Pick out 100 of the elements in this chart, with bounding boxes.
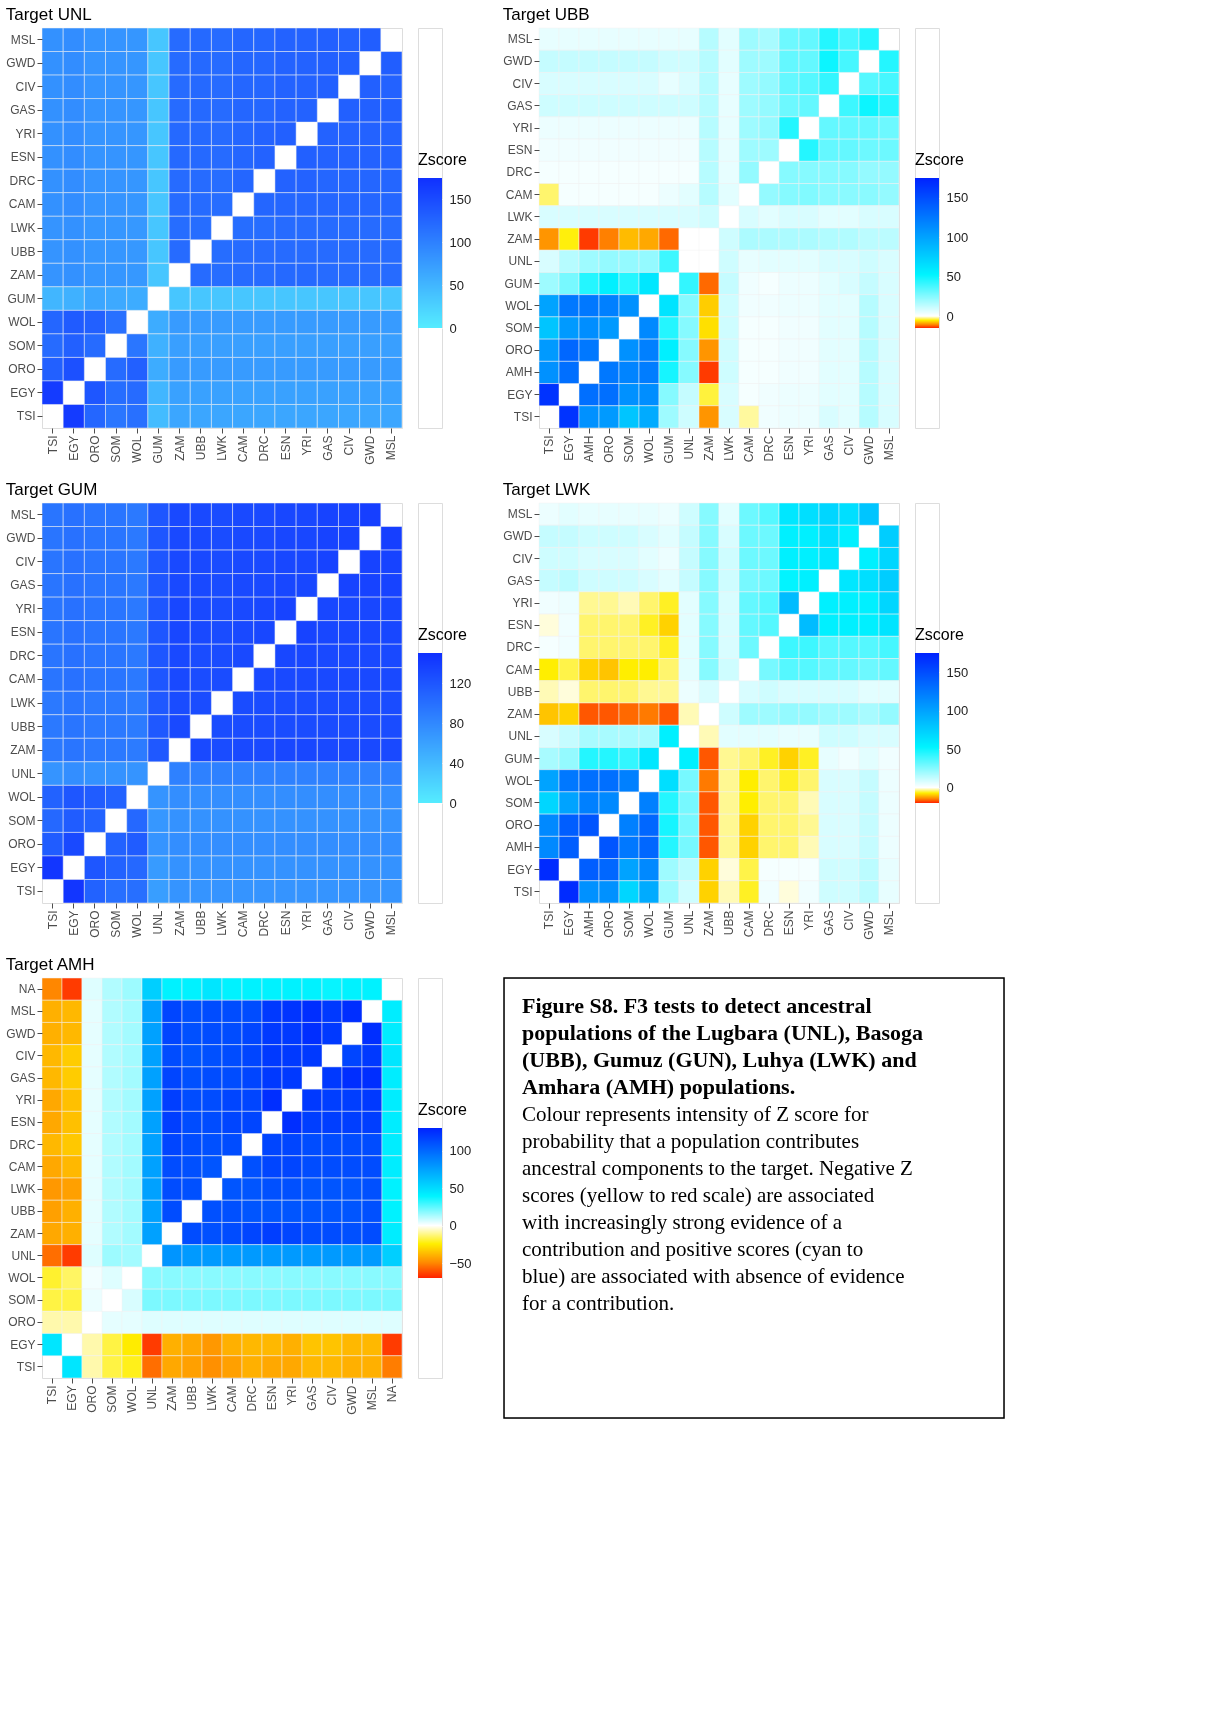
color-bar-title: Zscore — [418, 1101, 467, 1118]
y-tick-label: WOL — [8, 315, 36, 330]
x-tick-label: TSI — [45, 435, 60, 455]
x-tick-label: ESN — [278, 435, 293, 461]
color-bar-label: 50 — [946, 741, 961, 757]
chart-title: Target UBB — [502, 4, 590, 24]
y-tick-label: ORO — [8, 1315, 36, 1330]
y-tick-label: ZAM — [10, 1226, 36, 1241]
x-tick-label: GAS — [320, 910, 335, 936]
x-tick-label: ESN — [265, 1385, 279, 1411]
text: Colour represents intensity of Z score for probability that a population contributes ancestral components to the target. Negative Z scores (yellow to red scale) are associated with increasingly strong evidence of a contribution and positive scores (cyan to blue) are associated with absence of evidence for a contribution. — [522, 1102, 913, 1315]
y-tick-label: GAS — [10, 1071, 36, 1085]
y-tick-label: MSL — [10, 507, 36, 522]
y-tick-label: CAM — [8, 672, 36, 687]
y-tick-label: TSI — [513, 884, 533, 899]
y-tick-label: YRI — [15, 1093, 36, 1108]
y-tick-label: CAM — [505, 662, 533, 677]
x-tick-label: UBB — [193, 435, 208, 461]
x-tick-label: UBB — [185, 1385, 199, 1411]
y-tick-label: GWD — [503, 54, 533, 69]
x-tick-label: ZAM — [172, 910, 187, 936]
x-tick-label: LWK — [215, 435, 229, 461]
y-tick-label: GAS — [10, 578, 36, 593]
y-tick-label: GUM — [504, 276, 533, 291]
y-tick-label: EGY — [10, 385, 36, 400]
x-tick-label: GAS — [305, 1385, 319, 1411]
color-bar-title: Zscore — [915, 626, 964, 643]
x-tick-label: TSI — [45, 1385, 59, 1405]
x-tick-label: SOM — [622, 435, 636, 463]
x-tick-label: ESN — [782, 910, 796, 936]
y-tick-label: GWD — [6, 56, 36, 71]
y-tick-label: AMH — [505, 365, 533, 380]
y-tick-label: LWK — [10, 1182, 36, 1197]
x-tick-label: CIV — [342, 435, 357, 456]
caption: Figure S8. F3 tests to detect ancestral populations of the Lugbara (UNL), Basoga (UBB), Gumuz (GUN), Luhya (LWK) and Amhara (AMH) populations. — [522, 993, 923, 1099]
y-tick-label: ESN — [507, 143, 533, 158]
color-bar-label: 0 — [946, 780, 954, 796]
x-tick-label: WOL — [130, 435, 145, 463]
x-tick-label: CIV — [842, 435, 856, 456]
x-tick-label: GUM — [151, 435, 166, 464]
y-tick-label: TSI — [16, 409, 36, 424]
x-tick-label: GAS — [320, 435, 335, 461]
x-tick-label: SOM — [109, 435, 124, 463]
y-tick-label: WOL — [505, 773, 533, 788]
y-tick-label: MSL — [507, 32, 533, 47]
y-tick-label: CIV — [15, 554, 36, 569]
x-tick-label: GWD — [862, 910, 876, 940]
x-tick-label: UNL — [682, 910, 696, 935]
y-tick-label: AMH — [505, 840, 533, 855]
y-tick-label: YRI — [512, 596, 533, 610]
y-tick-label: GAS — [507, 573, 533, 588]
x-tick-label: ZAM — [165, 1385, 179, 1411]
x-tick-label: CIV — [842, 910, 856, 931]
y-tick-label: ZAM — [10, 743, 36, 758]
x-tick-label: UBB — [193, 910, 208, 936]
y-tick-label: MSL — [10, 32, 36, 47]
x-tick-label: YRI — [285, 1385, 299, 1406]
x-tick-label: ORO — [602, 435, 616, 463]
color-bar-title: Zscore — [915, 151, 964, 168]
x-tick-label: LWK — [215, 910, 229, 936]
y-tick-label: UNL — [11, 1248, 36, 1263]
x-tick-label: SOM — [622, 910, 636, 938]
x-tick-label: CAM — [236, 910, 251, 938]
x-tick-label: ORO — [87, 435, 102, 463]
x-tick-label: WOL — [125, 1385, 139, 1413]
x-tick-label: MSL — [384, 910, 399, 936]
x-tick-label: MSL — [882, 910, 896, 936]
y-tick-label: DRC — [506, 165, 533, 180]
x-tick-label: GWD — [345, 1385, 359, 1415]
x-tick-label: EGY — [66, 910, 81, 936]
color-bar-title: Zscore — [418, 151, 467, 168]
y-tick-label: YRI — [15, 601, 36, 616]
x-tick-label: SOM — [109, 910, 124, 938]
color-bar-label: 100 — [946, 229, 969, 245]
color-bar-label: −50 — [449, 1255, 472, 1271]
y-tick-label: ORO — [505, 818, 533, 833]
y-tick-label: CIV — [15, 1048, 36, 1063]
color-bar-label: 100 — [449, 1143, 472, 1158]
chart-title: Target GUM — [5, 479, 98, 499]
y-tick-label: GUM — [504, 751, 533, 766]
y-tick-label: GAS — [10, 103, 36, 118]
x-tick-label: TSI — [45, 910, 60, 930]
y-tick-label: ORO — [8, 362, 36, 377]
x-tick-label: ZAM — [702, 910, 716, 936]
x-tick-label: AMH — [582, 910, 596, 938]
y-tick-label: UNL — [11, 766, 36, 781]
x-tick-label: GWD — [862, 435, 876, 465]
y-tick-label: EGY — [10, 860, 36, 875]
x-tick-label: YRI — [802, 435, 816, 456]
y-tick-label: ZAM — [10, 268, 36, 283]
x-tick-label: UNL — [151, 910, 166, 935]
y-tick-label: ESN — [507, 618, 533, 633]
x-tick-label: YRI — [299, 910, 314, 931]
x-tick-label: AMH — [582, 435, 596, 463]
x-tick-label: GWD — [363, 435, 378, 465]
y-tick-label: EGY — [507, 387, 533, 402]
y-tick-label: DRC — [506, 640, 533, 655]
y-tick-label: EGY — [10, 1337, 36, 1352]
color-bar-label: 100 — [946, 703, 969, 719]
x-tick-label: ORO — [85, 1385, 99, 1413]
